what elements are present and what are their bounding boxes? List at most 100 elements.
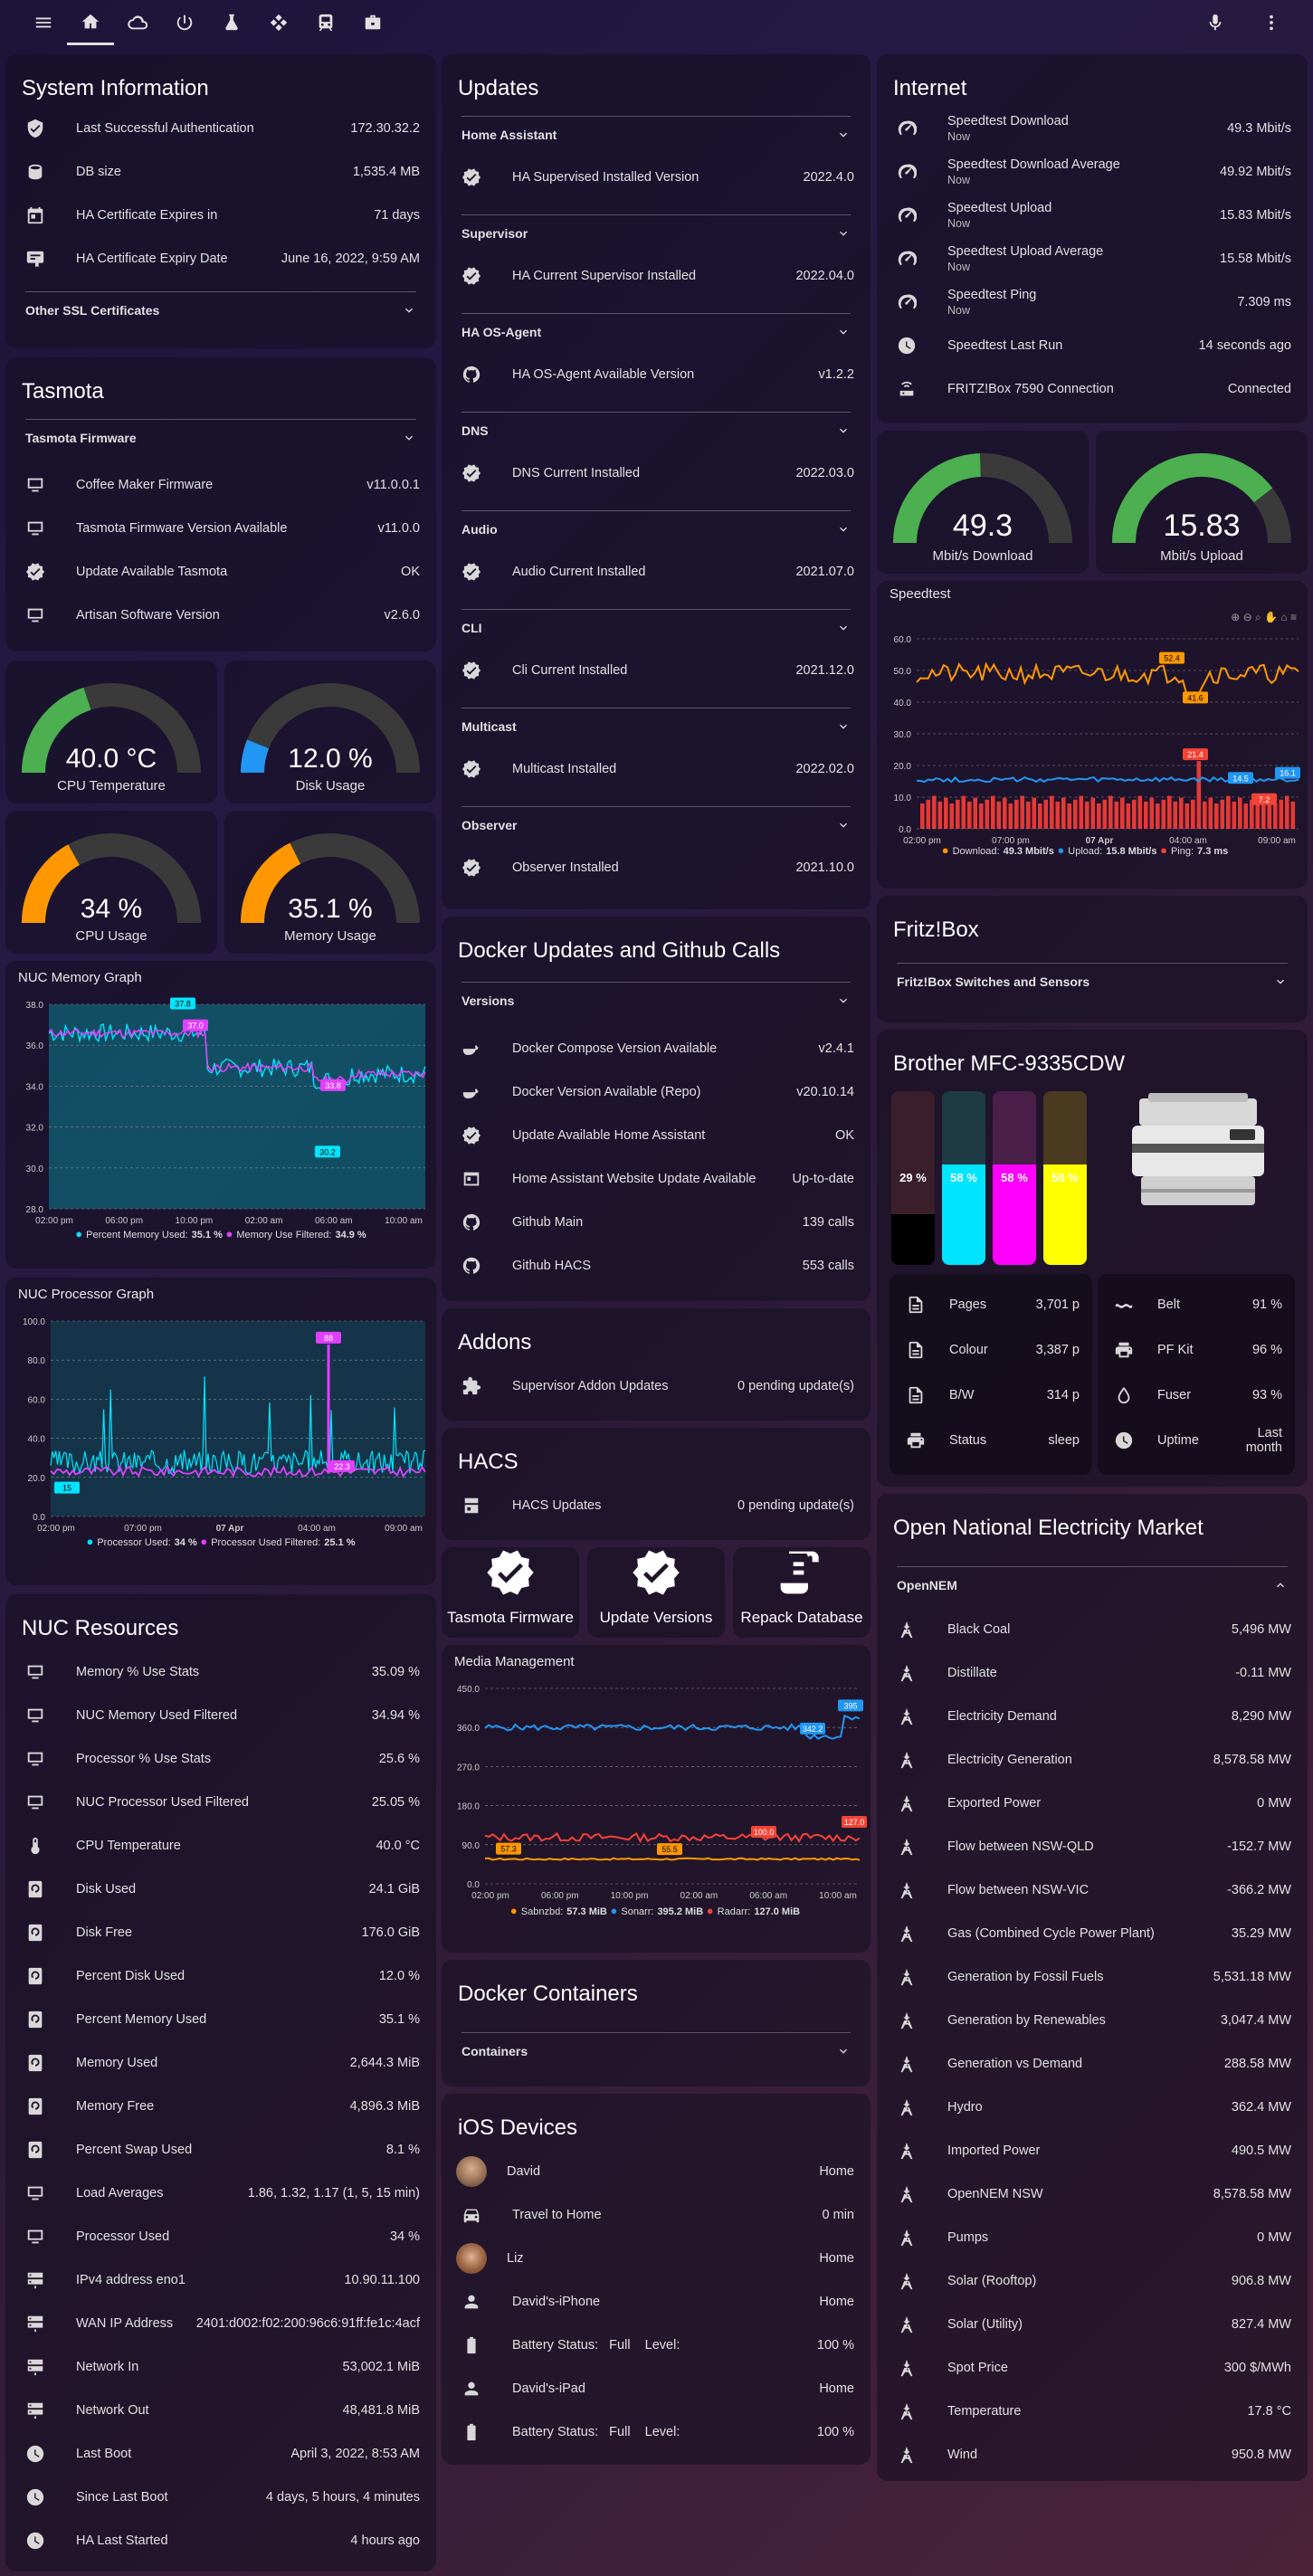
update-group-toggle[interactable]: Multicast	[461, 708, 851, 744]
person-row[interactable]: Liz Home	[442, 2237, 871, 2280]
entity-row[interactable]: Speedtest Upload Now 15.83 Mbit/s	[877, 194, 1308, 237]
entity-row[interactable]: Github Main 139 calls	[442, 1201, 871, 1244]
tasmota-firmware-toggle[interactable]: Tasmota Firmware	[25, 419, 416, 455]
entity-row[interactable]: Memory % Use Stats 35.09 %	[5, 1650, 436, 1694]
microphone-icon[interactable]	[1192, 0, 1239, 45]
entity-row[interactable]: Generation by Renewables 3,047.4 MW	[877, 1999, 1308, 2042]
entity-row[interactable]: Supervisor Addon Updates 0 pending update…	[442, 1364, 871, 1408]
person-row[interactable]: David Home	[442, 2150, 871, 2193]
update-group-toggle[interactable]: DNS	[461, 412, 851, 448]
lab-icon[interactable]	[208, 0, 255, 45]
fritz-switches-toggle[interactable]: Fritz!Box Switches and Sensors	[897, 963, 1288, 999]
entity-row[interactable]: Wind 950.8 MW	[877, 2433, 1308, 2476]
entity-row[interactable]: PF Kit 96 %	[1098, 1328, 1295, 1372]
entity-row[interactable]: OpenNEM NSW 8,578.58 MW	[877, 2172, 1308, 2216]
entity-row[interactable]: Speedtest Download Now 49.3 Mbit/s	[877, 107, 1308, 150]
entity-row[interactable]: Network In 53,002.1 MiB	[5, 2345, 436, 2389]
entity-row[interactable]: Speedtest Download Average Now 49.92 Mbit/…	[877, 150, 1308, 194]
entity-row[interactable]: CPU Temperature 40.0 °C	[5, 1824, 436, 1868]
entity-row[interactable]: Coffee Maker Firmware v11.0.0.1	[5, 463, 436, 507]
entity-row[interactable]: Last Boot April 3, 2022, 8:53 AM	[5, 2432, 436, 2476]
entity-row[interactable]: Percent Disk Used 12.0 %	[5, 1954, 436, 1998]
entity-row[interactable]: Speedtest Ping Now 7.309 ms	[877, 280, 1308, 324]
entity-row[interactable]: Since Last Boot 4 days, 5 hours, 4 minute…	[5, 2476, 436, 2519]
entity-row[interactable]: Last Successful Authentication 172.30.32.…	[5, 107, 436, 150]
repack-database-button[interactable]: Repack Database	[733, 1547, 871, 1638]
entity-row[interactable]: Generation vs Demand 288.58 MW	[877, 2042, 1308, 2086]
cloud-icon[interactable]	[114, 0, 161, 45]
entity-row[interactable]: HA Supervised Installed Version 2022.4.0	[442, 156, 871, 199]
entity-row[interactable]: Audio Current Installed 2021.07.0	[442, 550, 871, 594]
entity-row[interactable]: B/W 314 p	[890, 1374, 1092, 1417]
entity-row[interactable]: Black Coal 5,496 MW	[877, 1608, 1308, 1651]
cpu-temperature-gauge[interactable]: 40.0 °C CPU Temperature	[5, 661, 217, 803]
entity-row[interactable]: DNS Current Installed 2022.03.0	[442, 452, 871, 495]
entity-row[interactable]: Home Assistant Website Update Available U…	[442, 1157, 871, 1201]
entity-row[interactable]: Docker Version Available (Repo) v20.10.14	[442, 1070, 871, 1114]
memory-usage-gauge[interactable]: 35.1 % Memory Usage	[224, 811, 436, 954]
entity-row[interactable]: Processor % Use Stats 25.6 %	[5, 1737, 436, 1781]
entity-row[interactable]: Memory Used 2,644.3 MiB	[5, 2041, 436, 2085]
entity-row[interactable]: Gas (Combined Cycle Power Plant) 35.29 MW	[877, 1912, 1308, 1955]
update-group-toggle[interactable]: CLI	[461, 609, 851, 645]
speedtest-chart[interactable]: ⊕ ⊖ ⌕ ✋ ⌂ ≡ 60.0 50.0 40.0 30.0 20.0 10.0 0.002…	[877, 608, 1308, 885]
entity-row[interactable]: Belt 91 %	[1098, 1283, 1295, 1326]
entity-row[interactable]: Speedtest Upload Average Now 15.58 Mbit/s	[877, 237, 1308, 280]
entity-row[interactable]: Cli Current Installed 2021.12.0	[442, 649, 871, 692]
entity-row[interactable]: Hydro 362.4 MW	[877, 2086, 1308, 2129]
entity-row[interactable]: Battery Status: Full Level: 100 %	[442, 2410, 871, 2454]
entity-row[interactable]: Percent Swap Used 8.1 %	[5, 2128, 436, 2172]
entity-row[interactable]: Multicast Installed 2022.02.0	[442, 747, 871, 791]
entity-row[interactable]: DB size 1,535.4 MB	[5, 150, 436, 194]
entity-row[interactable]: Status sleep	[890, 1419, 1092, 1462]
update-group-toggle[interactable]: Observer	[461, 806, 851, 842]
upload-speed-gauge[interactable]: 15.83 Mbit/s Upload	[1096, 431, 1308, 574]
entity-row[interactable]: Solar (Rooftop) 906.8 MW	[877, 2259, 1308, 2303]
disk-usage-gauge[interactable]: 12.0 % Disk Usage	[224, 661, 436, 803]
tasmota-firmware-button[interactable]: Tasmota Firmware	[442, 1547, 579, 1638]
entity-row[interactable]: Pumps 0 MW	[877, 2216, 1308, 2259]
entity-row[interactable]: Battery Status: Full Level: 100 %	[442, 2324, 871, 2367]
home-icon[interactable]	[67, 0, 114, 45]
entity-row[interactable]: Flow between NSW-QLD -152.7 MW	[877, 1825, 1308, 1868]
entity-row[interactable]: Electricity Generation 8,578.58 MW	[877, 1738, 1308, 1782]
entity-row[interactable]: HA Current Supervisor Installed 2022.04.0	[442, 254, 871, 298]
entity-row[interactable]: Imported Power 490.5 MW	[877, 2129, 1308, 2172]
update-group-toggle[interactable]: HA OS-Agent	[461, 313, 851, 349]
tram-icon[interactable]	[302, 0, 349, 45]
entity-row[interactable]: Pages 3,701 p	[890, 1283, 1092, 1326]
entity-row[interactable]: Travel to Home 0 min	[442, 2193, 871, 2237]
entity-row[interactable]: Disk Free 176.0 GiB	[5, 1911, 436, 1954]
versions-toggle[interactable]: Versions	[461, 982, 851, 1018]
entity-row[interactable]: David's-iPhone Home	[442, 2280, 871, 2324]
ssl-certificates-toggle[interactable]: Other SSL Certificates	[25, 291, 416, 328]
entity-row[interactable]: WAN IP Address 2401:d002:f02:200:96c6:91f…	[5, 2302, 436, 2345]
entity-row[interactable]: Percent Memory Used 35.1 %	[5, 1998, 436, 2041]
entity-row[interactable]: NUC Memory Used Filtered 34.94 %	[5, 1694, 436, 1737]
entity-row[interactable]: Artisan Software Version v2.6.0	[5, 594, 436, 637]
entity-row[interactable]: NUC Processor Used Filtered 25.05 %	[5, 1781, 436, 1824]
entity-row[interactable]: Update Available Tasmota OK	[5, 550, 436, 594]
entity-row[interactable]: Generation by Fossil Fuels 5,531.18 MW	[877, 1955, 1308, 1999]
processor-chart[interactable]: 100.0 80.0 60.0 40.0 20.0 0.002:00 pm 07:00 pm…	[5, 1308, 436, 1580]
toolbox-icon[interactable]	[349, 0, 396, 45]
entity-row[interactable]: HA Certificate Expiry Date June 16, 2022,…	[5, 237, 436, 280]
entity-row[interactable]: Colour 3,387 p	[890, 1328, 1092, 1372]
entity-row[interactable]: Spot Price 300 $/MWh	[877, 2346, 1308, 2390]
entity-row[interactable]: Temperature 17.8 °C	[877, 2390, 1308, 2433]
entity-row[interactable]: Network Out 48,481.8 MiB	[5, 2389, 436, 2432]
entity-row[interactable]: Observer Installed 2021.10.0	[442, 846, 871, 889]
update-versions-button[interactable]: Update Versions	[587, 1547, 725, 1638]
download-speed-gauge[interactable]: 49.3 Mbit/s Download	[877, 431, 1089, 574]
opennem-toggle[interactable]: OpenNEM	[897, 1566, 1288, 1602]
update-group-toggle[interactable]: Audio	[461, 510, 851, 547]
entity-row[interactable]: FRITZ!Box 7590 Connection Connected	[877, 367, 1308, 411]
network-icon[interactable]	[255, 0, 302, 45]
entity-row[interactable]: Load Averages 1.86, 1.32, 1.17 (1, 5, 15 …	[5, 2172, 436, 2215]
entity-row[interactable]: HA OS-Agent Available Version v1.2.2	[442, 353, 871, 396]
power-icon[interactable]	[161, 0, 208, 45]
entity-row[interactable]: Uptime Last month	[1098, 1419, 1295, 1462]
cpu-usage-gauge[interactable]: 34 % CPU Usage	[5, 811, 217, 954]
entity-row[interactable]: IPv4 address eno1 10.90.11.100	[5, 2258, 436, 2302]
dots-vertical-icon[interactable]	[1248, 0, 1295, 45]
